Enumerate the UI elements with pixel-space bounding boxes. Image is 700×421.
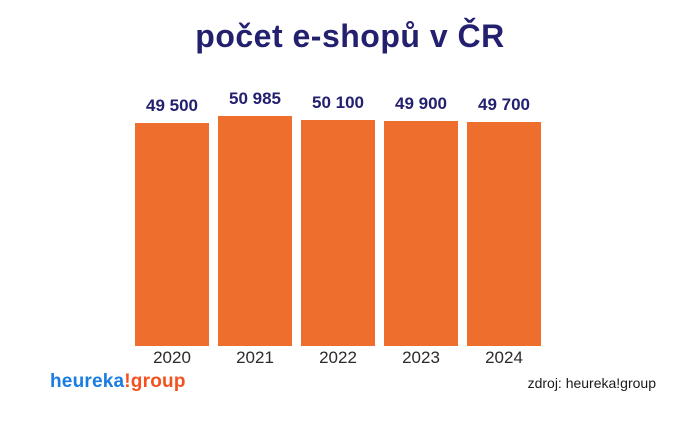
bar-column: 49 900 2023 xyxy=(384,94,458,367)
heureka-group-logo: heureka!group xyxy=(50,371,186,393)
bar-chart: 49 500 2020 50 985 2021 50 100 2022 49 900 2023… xyxy=(135,0,545,421)
source-note: zdroj: heureka!group xyxy=(527,375,656,391)
bar xyxy=(135,123,209,346)
bar xyxy=(467,122,541,346)
bars-row: 49 500 2020 50 985 2021 50 100 2022 49 900 2023… xyxy=(135,89,541,367)
bar-year-label: 2020 xyxy=(153,348,191,367)
bar-year-label: 2023 xyxy=(402,348,440,367)
bar xyxy=(384,121,458,346)
bar-column: 49 700 2024 xyxy=(467,95,541,367)
bar-value-label: 50 100 xyxy=(312,93,364,112)
bar-column: 49 500 2020 xyxy=(135,96,209,367)
logo-text-group: !group xyxy=(124,371,186,392)
bar-year-label: 2024 xyxy=(485,348,523,367)
bar-year-label: 2021 xyxy=(236,348,274,367)
bar-value-label: 49 700 xyxy=(478,95,530,114)
bar xyxy=(301,120,375,346)
bar-column: 50 985 2021 xyxy=(218,89,292,367)
bar-value-label: 49 500 xyxy=(146,96,198,115)
bar-value-label: 49 900 xyxy=(395,94,447,113)
bar xyxy=(218,116,292,346)
bar-year-label: 2022 xyxy=(319,348,357,367)
bar-value-label: 50 985 xyxy=(229,89,281,108)
bar-column: 50 100 2022 xyxy=(301,93,375,367)
logo-text-heureka: heureka xyxy=(50,371,125,392)
chart-title: počet e-shopů v ČR xyxy=(195,18,505,54)
